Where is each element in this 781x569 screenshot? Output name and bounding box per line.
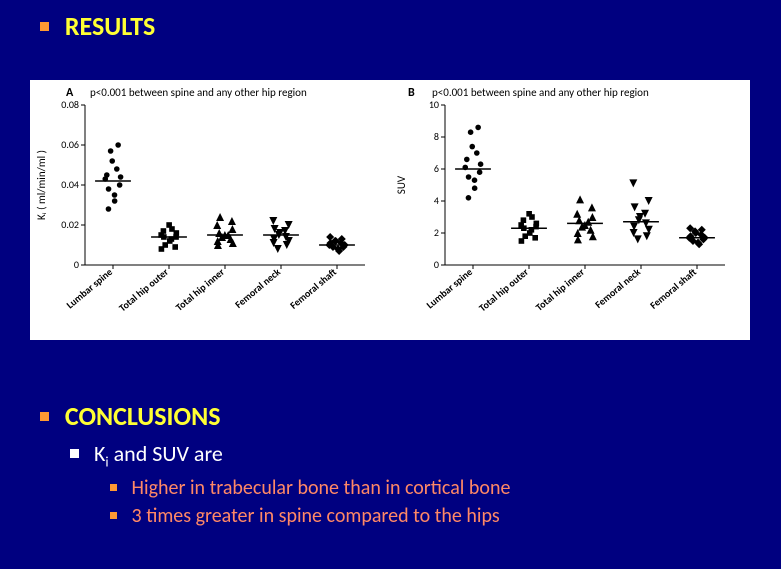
ki-text-before: K <box>94 440 105 467</box>
svg-text:0.08: 0.08 <box>61 98 79 111</box>
svg-text:Total hip outer: Total hip outer <box>476 265 531 314</box>
results-heading: RESULTS <box>40 10 155 42</box>
svg-text:Total hip inner: Total hip inner <box>173 265 227 314</box>
svg-text:0: 0 <box>434 258 439 271</box>
svg-text:Total hip inner: Total hip inner <box>533 265 587 314</box>
figure-panel: A p<0.001 between spine and any other hi… <box>30 80 750 340</box>
bullet-icon <box>40 412 49 421</box>
conclusion-line-1: Ki and SUV are <box>70 440 510 470</box>
conclusion-bullet-1-text: Higher in trabecular bone than in cortic… <box>132 476 511 500</box>
svg-text:Femoral neck: Femoral neck <box>592 265 643 311</box>
results-text: RESULTS <box>65 10 155 42</box>
svg-text:SUV: SUV <box>395 175 408 194</box>
bullet-icon <box>110 484 117 491</box>
chart-a-svg: 0 0.02 0.04 0.06 0.08 Kᵢ ( ml/min/ml ) Lumbar … <box>30 80 390 340</box>
svg-text:Kᵢ ( ml/min/ml ): Kᵢ ( ml/min/ml ) <box>35 150 48 220</box>
svg-text:0.04: 0.04 <box>61 178 79 191</box>
svg-text:Lumbar spine: Lumbar spine <box>424 265 475 311</box>
chart-a: A p<0.001 between spine and any other hi… <box>30 80 390 340</box>
conclusion-sublist: Higher in trabecular bone than in cortic… <box>110 476 510 528</box>
slide: RESULTS A p<0.001 between spine and any … <box>0 0 781 569</box>
svg-text:Femoral shaft: Femoral shaft <box>647 265 699 312</box>
svg-text:8: 8 <box>434 130 439 143</box>
svg-text:0: 0 <box>74 258 79 271</box>
bullet-icon <box>40 22 49 31</box>
svg-text:10: 10 <box>429 98 439 111</box>
svg-text:0.06: 0.06 <box>61 138 79 151</box>
svg-text:6: 6 <box>434 162 439 175</box>
svg-text:4: 4 <box>434 194 439 207</box>
svg-text:Femoral shaft: Femoral shaft <box>287 265 339 312</box>
conclusions-heading: CONCLUSIONS <box>40 400 220 432</box>
conclusion-bullet-1: Higher in trabecular bone than in cortic… <box>110 476 510 500</box>
bullet-icon <box>110 512 117 519</box>
svg-text:Total hip outer: Total hip outer <box>116 265 171 314</box>
ki-text-after: and SUV are <box>109 440 223 467</box>
conclusions-text: CONCLUSIONS <box>65 400 221 432</box>
bullet-icon <box>70 449 79 458</box>
conclusions-body: Ki and SUV are Higher in trabecular bone… <box>70 440 510 528</box>
conclusion-bullet-2-text: 3 times greater in spine compared to the… <box>132 504 500 528</box>
svg-text:2: 2 <box>434 226 439 239</box>
svg-text:Femoral neck: Femoral neck <box>232 265 283 311</box>
svg-text:0.02: 0.02 <box>61 218 79 231</box>
svg-text:Lumbar spine: Lumbar spine <box>64 265 115 311</box>
chart-b-svg: 0 2 4 6 8 10 SUV Lumbar spineTotal hip outerTot… <box>390 80 750 340</box>
chart-b: B p<0.001 between spine and any other hi… <box>390 80 750 340</box>
conclusion-bullet-2: 3 times greater in spine compared to the… <box>110 504 510 528</box>
